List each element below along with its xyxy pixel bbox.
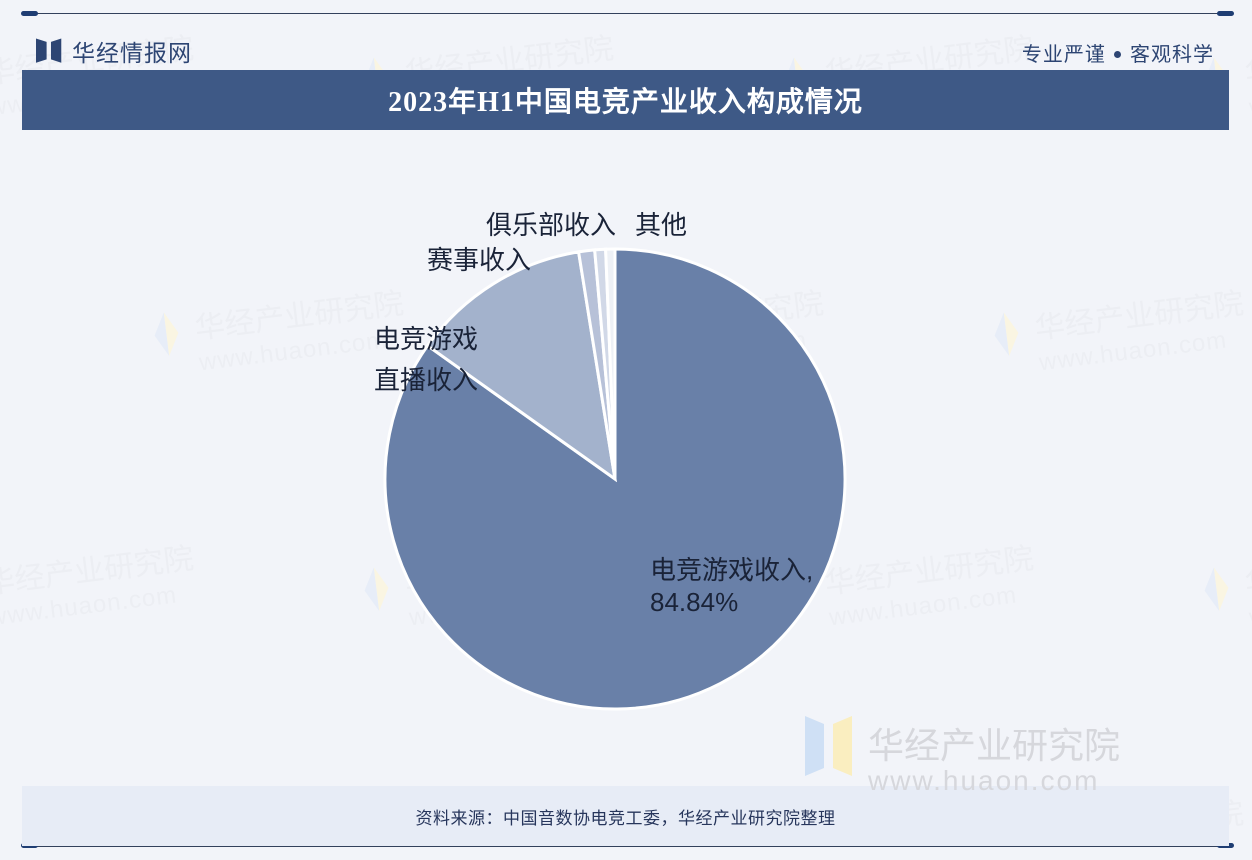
svg-text:俱乐部收入: 俱乐部收入 <box>486 210 616 240</box>
svg-text:电竞游戏收入,: 电竞游戏收入, <box>650 555 813 585</box>
svg-text:其他: 其他 <box>635 210 687 240</box>
svg-text:直播收入: 直播收入 <box>374 365 478 395</box>
svg-text:赛事收入: 赛事收入 <box>427 245 531 275</box>
svg-text:电竞游戏: 电竞游戏 <box>374 324 478 354</box>
svg-text:84.84%: 84.84% <box>650 587 738 617</box>
